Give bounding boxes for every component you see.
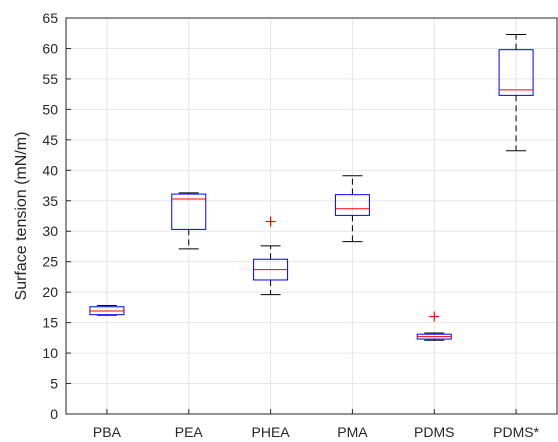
box-iqr (498, 49, 534, 96)
box-pma (334, 175, 370, 243)
y-tick-label: 5 (50, 376, 58, 392)
y-tick-label: 30 (42, 223, 58, 239)
x-tick-label: PMA (337, 424, 368, 440)
box-pdms (416, 311, 452, 341)
x-tick-label: PBA (93, 424, 122, 440)
y-tick-label: 15 (42, 315, 58, 331)
y-axis-title: Surface tension (mN/m) (13, 132, 30, 301)
x-tick-label: PEA (175, 424, 204, 440)
y-tick-label: 35 (42, 193, 58, 209)
grid (66, 17, 557, 415)
y-tick-label: 10 (42, 345, 58, 361)
boxes (89, 33, 534, 341)
axes: 0 5 10 15 20 25 30 35 40 45 50 55 60 65 PBA PEA PHEA PMA P… (42, 10, 558, 440)
box-phea (253, 216, 289, 296)
plot-frame (65, 17, 558, 415)
box-iqr (171, 193, 207, 230)
box-pea (171, 192, 207, 250)
x-tick-label: PDMS (414, 424, 454, 440)
x-tick-label: PDMS* (493, 424, 539, 440)
box-pba (89, 305, 125, 316)
y-tick-label: 45 (42, 132, 58, 148)
y-tick-label: 25 (42, 254, 58, 270)
y-tick-label: 20 (42, 284, 58, 300)
y-tick-label: 65 (42, 10, 58, 26)
y-tick-label: 0 (50, 406, 58, 422)
x-tick-label: PHEA (252, 424, 291, 440)
y-tick-label: 40 (42, 162, 58, 178)
y-tick-label: 55 (42, 71, 58, 87)
box-iqr (334, 194, 370, 216)
y-tick-label: 50 (42, 101, 58, 117)
y-tick-label: 60 (42, 40, 58, 56)
box-pdms (498, 33, 534, 152)
